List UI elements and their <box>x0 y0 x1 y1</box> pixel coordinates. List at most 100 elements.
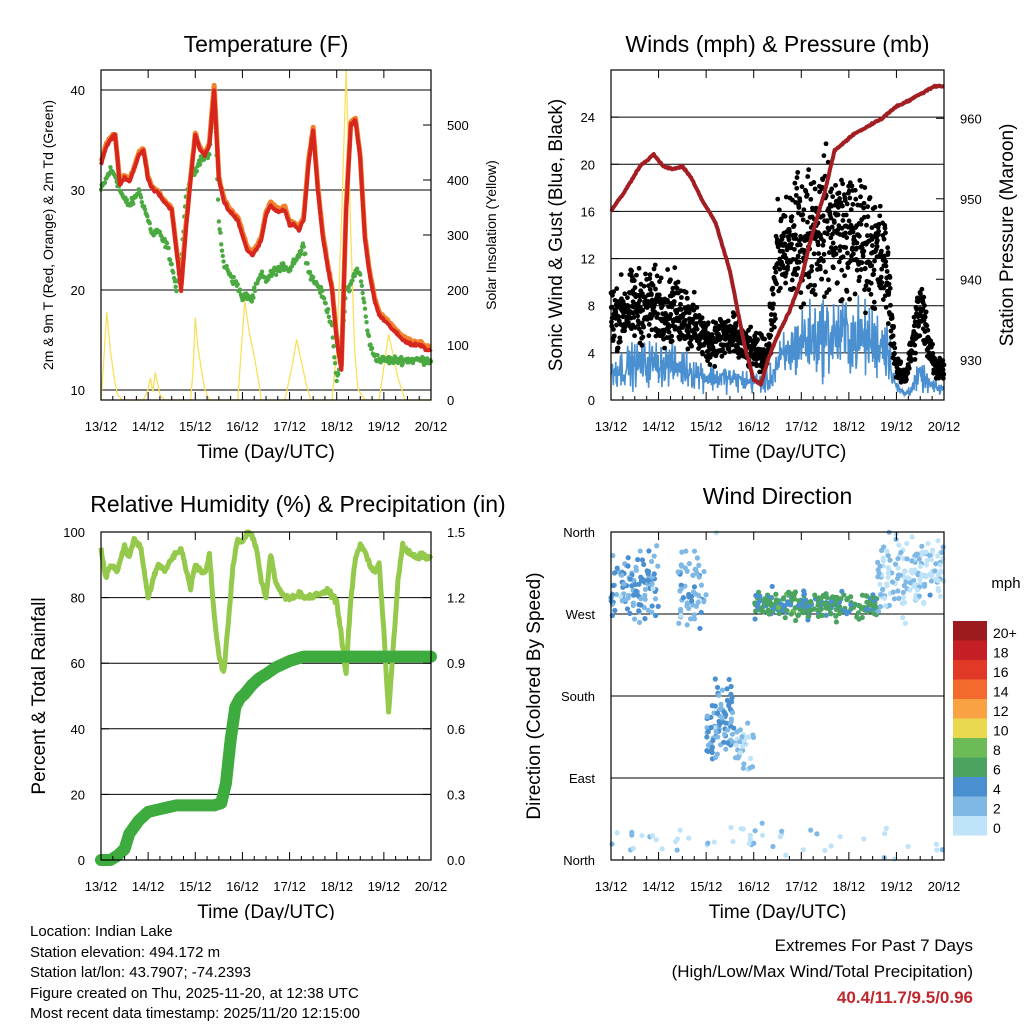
gust-point <box>774 237 780 242</box>
gust-point <box>922 314 928 320</box>
gust-point <box>684 295 690 301</box>
gust-point <box>847 296 852 302</box>
dewpoint-point <box>224 263 229 269</box>
wind-direction-point <box>609 841 615 847</box>
wind-direction-point <box>748 755 754 761</box>
dewpoint-point <box>139 199 145 205</box>
dewpoint-point <box>354 266 360 271</box>
legend-label: 10 <box>993 723 1009 739</box>
gust-point <box>632 325 638 330</box>
gust-point <box>844 201 850 207</box>
dewpoint-point <box>142 207 148 212</box>
gust-point <box>821 153 827 159</box>
y-tick-label: 80 <box>71 591 85 606</box>
wind-direction-point <box>746 840 752 847</box>
gust-point <box>791 285 797 291</box>
wind-direction-point <box>833 619 839 625</box>
wind-direction-point <box>938 568 944 574</box>
gust-point <box>859 260 865 266</box>
station-info: Location: Indian Lake Station elevation:… <box>30 922 360 1025</box>
y-tick-label: 12 <box>581 252 595 267</box>
gust-point <box>653 286 658 292</box>
wind-direction-point <box>711 839 717 845</box>
wind-direction-point <box>678 612 684 619</box>
legend-title: mph <box>991 575 1020 592</box>
y2-tick-label: 500 <box>447 118 469 133</box>
wind-direction-point <box>837 834 843 840</box>
gust-point <box>835 280 840 286</box>
gust-point <box>821 294 827 300</box>
x-tick-label: 13/12 <box>85 419 118 434</box>
gust-point <box>875 238 880 243</box>
x-tick-label: 17/12 <box>273 419 306 434</box>
wind-direction-point <box>760 609 766 615</box>
gust-point <box>806 167 812 173</box>
wind-direction-point <box>801 588 807 594</box>
gust-point <box>867 195 873 200</box>
y-tick-label: West <box>566 607 596 622</box>
winds-panel: 0 4 8 12 16 20 24 930 940 950 960 13/12 14/12 15/12 16… <box>546 31 1018 463</box>
gust-point <box>614 322 619 328</box>
gust-point <box>879 280 885 286</box>
wind-direction-point <box>877 592 884 598</box>
legend-swatch <box>953 660 987 680</box>
gust-point <box>921 294 927 300</box>
x-tick-label: 19/12 <box>880 879 913 894</box>
extremes-title: Extremes For Past 7 Days <box>774 936 973 955</box>
gust-point <box>805 219 810 225</box>
wind-direction-point <box>686 561 692 567</box>
gust-point <box>860 253 866 259</box>
y-tick-label: 4 <box>588 346 595 361</box>
x-tick-label: 19/12 <box>368 879 401 894</box>
wind-direction-point <box>905 574 911 581</box>
gust-point <box>879 248 884 254</box>
wind-direction-point <box>800 847 806 853</box>
gust-point <box>875 232 881 237</box>
gust-point <box>610 338 616 343</box>
wind-direction-point <box>822 847 828 854</box>
gust-point <box>858 194 863 200</box>
wind-direction-point <box>636 619 643 626</box>
wind-direction-point <box>881 595 888 601</box>
wind-direction-point <box>678 582 684 588</box>
gust-point <box>828 215 834 221</box>
gust-point <box>707 362 713 367</box>
gust-point <box>835 212 841 218</box>
wind-direction-point <box>858 606 865 612</box>
wind-direction-point <box>686 605 692 612</box>
wind-direction-point <box>687 616 694 622</box>
wind-direction-point <box>726 676 732 683</box>
wind-direction-point <box>641 561 647 568</box>
gust-point <box>782 213 788 219</box>
gust-point <box>837 248 843 253</box>
gust-point <box>887 285 893 291</box>
dewpoint-point <box>361 296 366 301</box>
wind-direction-point <box>823 612 829 618</box>
gust-series <box>608 141 947 385</box>
gust-point <box>791 246 797 252</box>
wind-direction-point <box>917 576 923 582</box>
x-tick-label: 14/12 <box>132 419 165 434</box>
gust-point <box>922 303 927 308</box>
gust-point <box>914 306 920 312</box>
gust-point <box>836 190 842 196</box>
wind-direction-point <box>703 592 709 598</box>
gust-point <box>617 335 623 341</box>
wind-direction-point <box>645 571 651 577</box>
gust-point <box>868 280 874 286</box>
dewpoint-point <box>360 290 365 296</box>
gust-point <box>835 227 841 233</box>
gust-point <box>845 265 851 270</box>
x-tick-label: 14/12 <box>642 419 675 434</box>
wind-direction-point <box>911 583 917 590</box>
gust-point <box>675 279 681 285</box>
gust-point <box>913 350 918 356</box>
x-tick-label: 15/12 <box>179 419 212 434</box>
gust-point <box>692 331 698 337</box>
gust-point <box>641 324 646 330</box>
gust-point <box>891 341 897 347</box>
y2-tick-label: 950 <box>960 192 982 207</box>
gust-point <box>798 290 804 296</box>
wind-direction-point <box>904 540 910 547</box>
y-tick-label: North <box>563 853 595 868</box>
